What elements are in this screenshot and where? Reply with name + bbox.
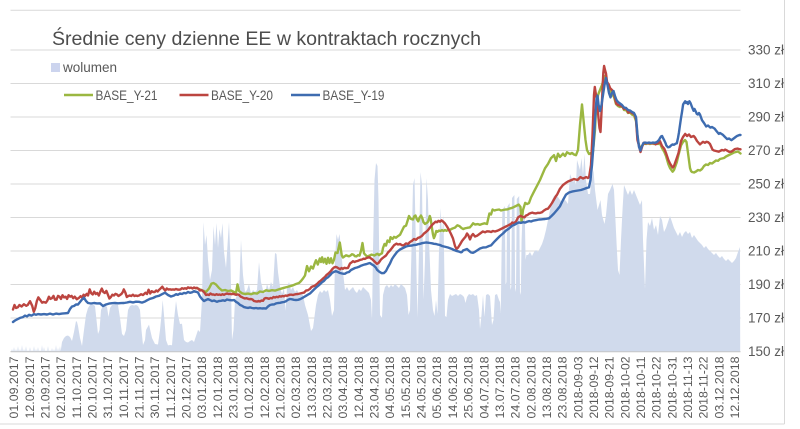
svg-text:2018-11-13: 2018-11-13 <box>681 356 695 418</box>
svg-text:12.04.2018: 12.04.2018 <box>352 356 366 418</box>
svg-text:12.09.2017: 12.09.2017 <box>23 356 37 418</box>
svg-text:170 zł: 170 zł <box>748 311 784 326</box>
svg-text:12.01.2018: 12.01.2018 <box>211 356 225 418</box>
svg-text:BASE_Y-20: BASE_Y-20 <box>211 88 273 104</box>
svg-text:BASE_Y-19: BASE_Y-19 <box>323 88 385 104</box>
svg-text:04.07.2018: 04.07.2018 <box>477 356 491 418</box>
svg-text:22.03.2018: 22.03.2018 <box>321 356 335 418</box>
svg-text:11.12.2017: 11.12.2017 <box>164 356 178 418</box>
svg-text:2018-09-12: 2018-09-12 <box>587 356 601 418</box>
svg-text:02.03.2018: 02.03.2018 <box>289 356 303 418</box>
svg-text:30.11.2017: 30.11.2017 <box>148 356 162 418</box>
svg-text:wolumen: wolumen <box>62 60 117 76</box>
svg-text:15.05.2018: 15.05.2018 <box>399 356 413 418</box>
svg-text:2018-09-21: 2018-09-21 <box>603 356 617 418</box>
svg-text:Średnie ceny dzienne EE w kont: Średnie ceny dzienne EE w kontraktach ro… <box>52 26 481 50</box>
svg-text:20.10.2017: 20.10.2017 <box>86 356 100 418</box>
svg-text:270 zł: 270 zł <box>748 143 784 158</box>
svg-text:2018-11-22: 2018-11-22 <box>697 356 711 418</box>
svg-text:230 zł: 230 zł <box>748 210 784 225</box>
svg-text:14.06.2018: 14.06.2018 <box>446 356 460 418</box>
svg-text:330 zł: 330 zł <box>748 43 784 58</box>
svg-text:290 zł: 290 zł <box>748 110 784 125</box>
svg-text:13.08.2018: 13.08.2018 <box>540 356 554 418</box>
svg-text:210 zł: 210 zł <box>748 244 784 259</box>
svg-text:23.04.2018: 23.04.2018 <box>368 356 382 418</box>
svg-text:20.12.2017: 20.12.2017 <box>180 356 194 418</box>
svg-text:24.07.2018: 24.07.2018 <box>509 356 523 418</box>
svg-text:05.06.2018: 05.06.2018 <box>430 356 444 418</box>
svg-text:2018-10-31: 2018-10-31 <box>665 356 679 418</box>
svg-text:12.02.2018: 12.02.2018 <box>258 356 272 418</box>
svg-text:03.12.2018: 03.12.2018 <box>712 356 726 418</box>
svg-text:2018-10-02: 2018-10-02 <box>618 356 632 418</box>
svg-text:23.08.2018: 23.08.2018 <box>556 356 570 418</box>
svg-text:21.11.2017: 21.11.2017 <box>133 356 147 418</box>
svg-text:10.11.2017: 10.11.2017 <box>117 356 131 418</box>
svg-text:310 zł: 310 zł <box>748 76 784 91</box>
svg-text:03.04.2018: 03.04.2018 <box>336 356 350 418</box>
svg-text:190 zł: 190 zł <box>748 277 784 292</box>
svg-text:25.06.2018: 25.06.2018 <box>462 356 476 418</box>
svg-text:24.05.2018: 24.05.2018 <box>415 356 429 418</box>
svg-text:01.02.2018: 01.02.2018 <box>242 356 256 418</box>
svg-text:04.05.2018: 04.05.2018 <box>383 356 397 418</box>
svg-text:150 zł: 150 zł <box>748 344 784 359</box>
svg-text:21.02.2018: 21.02.2018 <box>274 356 288 418</box>
svg-text:31.10.2017: 31.10.2017 <box>101 356 115 418</box>
svg-text:2018-10-11: 2018-10-11 <box>634 356 648 418</box>
svg-text:02.10.2017: 02.10.2017 <box>54 356 68 418</box>
svg-text:250 zł: 250 zł <box>748 177 784 192</box>
svg-text:12.12.2018: 12.12.2018 <box>728 356 742 418</box>
svg-text:21.09.2017: 21.09.2017 <box>38 356 52 418</box>
svg-text:BASE_Y-21: BASE_Y-21 <box>96 88 158 104</box>
svg-text:23.01.2018: 23.01.2018 <box>227 356 241 418</box>
svg-text:2018-10-22: 2018-10-22 <box>650 356 664 418</box>
svg-text:03.01.2018: 03.01.2018 <box>195 356 209 418</box>
svg-text:01.09.2017: 01.09.2017 <box>7 356 21 418</box>
svg-text:2018-09-03: 2018-09-03 <box>571 356 585 418</box>
svg-text:02.08.2018: 02.08.2018 <box>524 356 538 418</box>
svg-text:13.07.2018: 13.07.2018 <box>493 356 507 418</box>
svg-text:11.10.2017: 11.10.2017 <box>70 356 84 418</box>
svg-text:13.03.2018: 13.03.2018 <box>305 356 319 418</box>
